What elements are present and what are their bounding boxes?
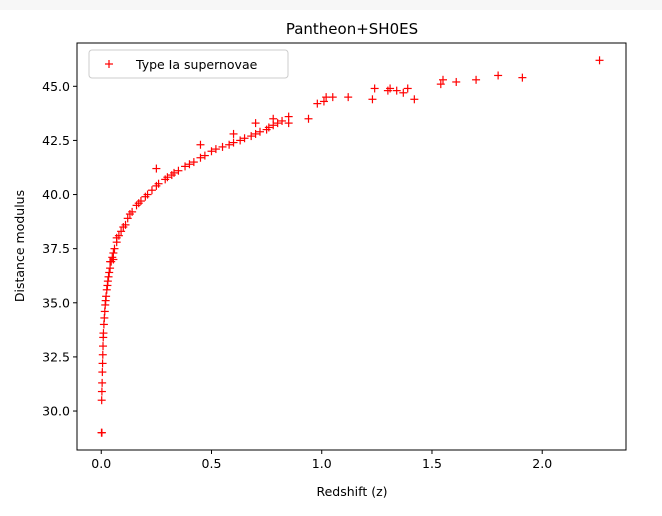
data-point: [163, 173, 172, 182]
data-point: [102, 285, 111, 294]
y-tick-label: 42.5: [42, 133, 70, 148]
x-tick-label: 1.5: [422, 456, 442, 471]
y-tick-label: 35.0: [42, 295, 70, 310]
data-point: [344, 93, 353, 102]
data-point: [392, 86, 401, 95]
y-tick-label: 37.5: [42, 241, 70, 256]
data-point: [218, 142, 227, 151]
y-axis-label: Distance modulus: [12, 190, 27, 302]
y-tick-label: 45.0: [42, 79, 70, 94]
data-point: [264, 123, 273, 132]
data-point: [109, 255, 118, 264]
data-point: [251, 129, 260, 138]
data-point: [98, 368, 107, 377]
data-point: [189, 158, 198, 167]
data-point: [304, 114, 313, 123]
data-point: [319, 97, 328, 106]
data-point: [229, 138, 238, 147]
data-point: [125, 210, 134, 219]
data-point: [494, 71, 503, 80]
data-point: [147, 186, 156, 195]
data-point: [105, 268, 114, 277]
legend-box: [88, 49, 289, 79]
data-point: [403, 84, 412, 93]
data-point: [123, 214, 132, 223]
data-point: [386, 84, 395, 93]
data-point: [439, 75, 447, 84]
data-point: [143, 190, 152, 199]
data-point: [104, 272, 113, 281]
y-tick-label: 40.0: [42, 187, 70, 202]
data-point: [284, 119, 293, 128]
data-point: [174, 166, 183, 175]
data-point: [328, 93, 337, 102]
data-point: [112, 233, 121, 242]
data-point: [368, 95, 377, 104]
data-point: [236, 136, 245, 145]
data-point: [110, 244, 119, 253]
data-point: [117, 227, 126, 236]
x-tick-label: 1.0: [312, 456, 332, 471]
data-point: [256, 127, 264, 136]
data-point: [518, 73, 527, 82]
data-point: [98, 378, 107, 387]
x-tick-label: 2.0: [532, 456, 552, 471]
x-axis-label: Redshift (z): [316, 484, 387, 499]
data-point: [240, 134, 249, 143]
data-point: [273, 119, 282, 128]
data-point: [207, 147, 216, 156]
x-tick-label: 0.5: [202, 456, 222, 471]
data-point: [200, 151, 209, 160]
data-point: [98, 359, 107, 368]
data-point: [229, 129, 238, 138]
data-point: [152, 181, 161, 190]
data-point: [472, 75, 481, 84]
x-tick-label: 0.0: [91, 456, 111, 471]
data-point: [410, 95, 419, 104]
data-point: [152, 164, 161, 173]
y-tick-label: 32.5: [42, 349, 70, 364]
data-point: [436, 80, 445, 89]
data-point: [185, 160, 194, 169]
top-bar: [0, 0, 662, 10]
data-point: [269, 114, 278, 123]
data-point: [181, 162, 190, 171]
data-point: [99, 342, 108, 351]
data-point: [121, 220, 130, 229]
data-point: [99, 329, 108, 338]
axes-frame: [76, 42, 627, 451]
data-point: [97, 428, 106, 437]
data-point: [97, 387, 106, 396]
data-point: [170, 168, 179, 177]
data-point: [134, 199, 143, 208]
data-point: [102, 292, 111, 301]
data-point: [251, 119, 260, 128]
data-point: [196, 140, 205, 149]
data-point: [196, 153, 205, 162]
legend: Type Ia supernovae: [88, 49, 289, 79]
data-point: [225, 140, 234, 149]
chart-title: Pantheon+SH0ES: [286, 20, 418, 38]
data-point: [278, 116, 287, 125]
data-point: [103, 277, 112, 286]
data-point: [595, 56, 604, 65]
data-point: [399, 88, 408, 97]
data-point: [247, 132, 256, 141]
y-tick-label: 30.0: [42, 404, 70, 419]
data-point: [97, 396, 106, 405]
data-point: [98, 350, 107, 359]
legend-label: Type Ia supernovae: [135, 57, 258, 72]
data-point: [370, 84, 379, 93]
data-point: [313, 99, 322, 108]
legend-marker: [105, 60, 113, 68]
data-point: [211, 145, 220, 154]
data-point: [452, 77, 461, 86]
